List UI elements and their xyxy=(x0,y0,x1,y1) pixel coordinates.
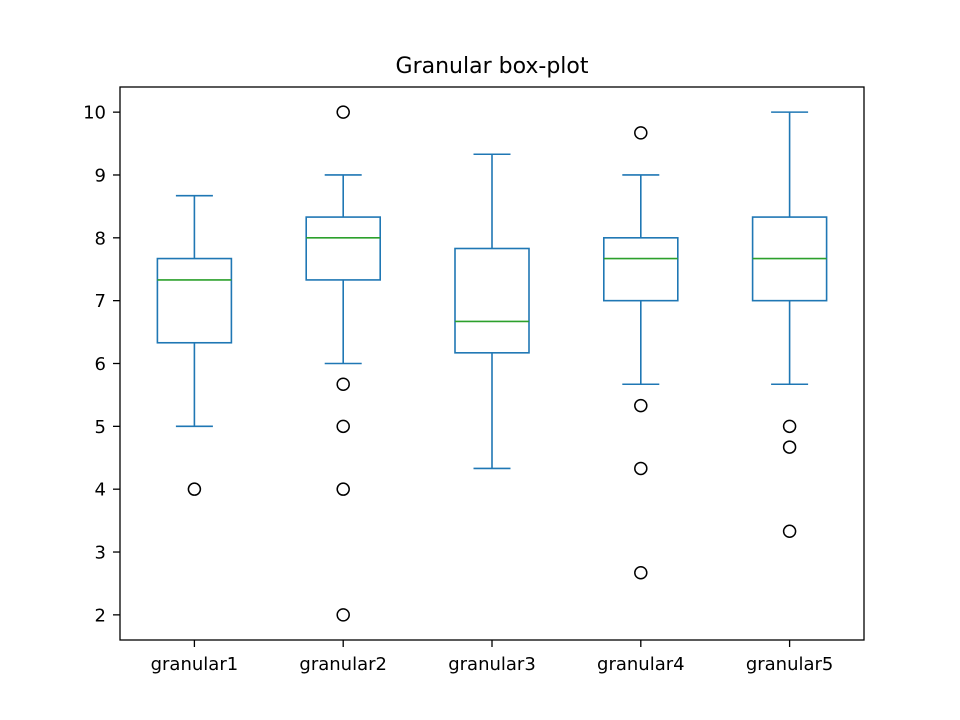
box-group-granular3 xyxy=(454,153,530,470)
box-group-granular1 xyxy=(156,194,233,496)
chart-title: Granular box-plot xyxy=(396,54,589,79)
iqr-box xyxy=(454,247,530,354)
y-tick-label: 9 xyxy=(95,165,106,186)
outlier-point xyxy=(782,524,797,539)
x-tick-label: granular3 xyxy=(448,654,536,675)
y-tick-label: 3 xyxy=(95,543,106,564)
outlier-point xyxy=(634,398,648,413)
outlier-point xyxy=(336,419,350,434)
outlier-point xyxy=(336,377,350,391)
y-tick-label: 5 xyxy=(95,417,106,438)
outlier-point xyxy=(336,105,350,119)
x-axis: granular1 granular2 granular3 granular4 gran… xyxy=(151,640,834,675)
outlier-point xyxy=(336,482,350,496)
box-group-granular4 xyxy=(602,126,679,580)
y-tick-label: 2 xyxy=(95,605,106,626)
y-tick-label: 4 xyxy=(95,480,106,501)
outlier-point xyxy=(782,440,797,454)
y-axis: 2 3 4 5 6 7 8 9 10 xyxy=(83,103,120,626)
y-tick-label: 8 xyxy=(95,228,106,249)
box-group-granular2 xyxy=(305,105,382,622)
y-tick-label: 7 xyxy=(95,291,106,312)
y-tick-label: 10 xyxy=(83,103,106,124)
y-tick-label: 6 xyxy=(95,354,106,375)
outlier-point xyxy=(782,419,797,434)
x-tick-label: granular4 xyxy=(597,654,685,675)
outlier-point xyxy=(336,608,350,622)
outlier-point xyxy=(187,482,202,496)
x-tick-label: granular5 xyxy=(746,654,834,675)
outlier-point xyxy=(634,461,648,476)
box-group-granular5 xyxy=(751,111,828,539)
x-tick-label: granular2 xyxy=(299,654,387,675)
plot-frame xyxy=(119,86,865,641)
outlier-point xyxy=(634,126,648,140)
x-tick-label: granular1 xyxy=(151,654,239,675)
iqr-box xyxy=(305,216,382,281)
iqr-box xyxy=(602,237,679,302)
plot-marks xyxy=(156,105,828,622)
outlier-point xyxy=(634,566,648,580)
iqr-box xyxy=(156,257,233,344)
